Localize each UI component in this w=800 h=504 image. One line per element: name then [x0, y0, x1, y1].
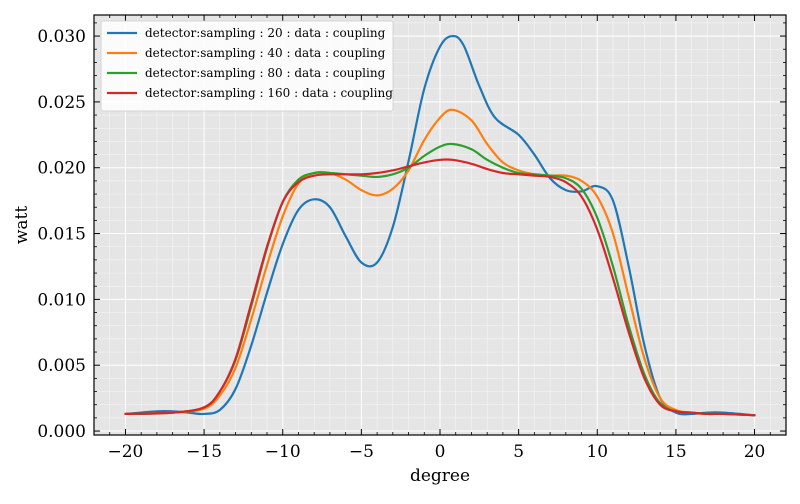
y-tick-label: 0.010 [37, 290, 86, 310]
y-tick-label: 0.005 [37, 356, 86, 376]
series-line-4 [124, 158, 756, 417]
y-tick-label: 0.000 [37, 422, 86, 442]
ticks: −20 −15 −10 −5 0 5 10 15 20 0.000 0.005 0.010 0.015 0… [37, 15, 787, 462]
y-axis-label: watt [12, 206, 32, 245]
x-tick-label: 5 [513, 442, 524, 462]
y-tick-label: 0.020 [37, 159, 86, 179]
x-tick-label: 20 [744, 442, 766, 462]
x-tick-label: 10 [586, 442, 608, 462]
y-tick-label: 0.030 [37, 27, 86, 47]
x-tick-label: −5 [349, 442, 374, 462]
series-group [124, 34, 756, 417]
y-tick-label: 0.015 [37, 225, 86, 245]
legend-label-2: detector:sampling : 40 : data : coupling [145, 46, 386, 60]
legend-box [100, 20, 394, 112]
x-tick-label: −15 [186, 442, 222, 462]
y-tick-label: 0.025 [37, 93, 86, 113]
legend: detector:sampling : 20 : data : coupling… [100, 20, 394, 112]
series-line-1 [124, 34, 756, 417]
series-line-2 [124, 108, 756, 417]
legend-label-1: detector:sampling : 20 : data : coupling [145, 26, 386, 40]
x-axis-label: degree [410, 466, 470, 486]
x-tick-label: 0 [435, 442, 446, 462]
legend-label-3: detector:sampling : 80 : data : coupling [145, 66, 386, 80]
legend-label-4: detector:sampling : 160 : data : couplin… [145, 86, 393, 100]
x-tick-label: −20 [108, 442, 144, 462]
x-tick-label: −10 [265, 442, 301, 462]
x-tick-label: 15 [665, 442, 687, 462]
